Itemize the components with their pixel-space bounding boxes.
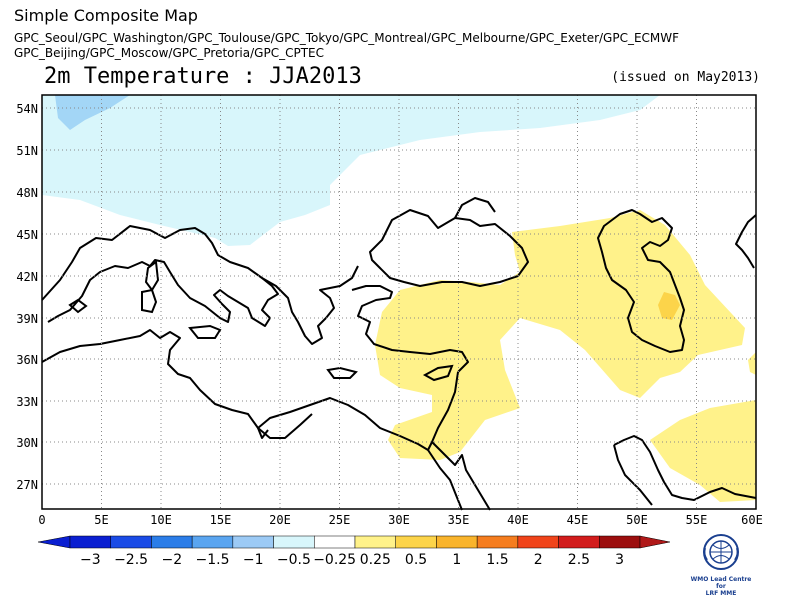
colorbar-label: −0.25 bbox=[313, 552, 357, 568]
map-main-title: Simple Composite Map bbox=[14, 6, 198, 25]
issued-date: (issued on May2013) bbox=[611, 70, 760, 85]
colorbar-label: 3 bbox=[615, 552, 625, 568]
coastlines bbox=[41, 197, 757, 511]
lon-label-30e: 30E bbox=[388, 513, 410, 527]
lat-label-33n: 33N bbox=[16, 395, 38, 409]
colorbar-label: −0.5 bbox=[276, 552, 311, 568]
colorbar-swatch bbox=[232, 535, 274, 549]
colorbar-label: 0.5 bbox=[404, 552, 428, 568]
variable-title: 2m Temperature : JJA2013 bbox=[44, 64, 362, 89]
colorbar-swatch bbox=[273, 535, 315, 549]
colorbar-swatch bbox=[110, 535, 152, 549]
colorbar-label: −2 bbox=[161, 552, 183, 568]
model-list-line-2: GPC_Beijing/GPC_Moscow/GPC_Pretoria/GPC_… bbox=[14, 46, 324, 60]
lon-label-50e: 50E bbox=[626, 513, 648, 527]
anomaly-region-light-blue bbox=[42, 95, 660, 246]
anomaly-region-yellow-edge bbox=[748, 352, 756, 375]
map-frame bbox=[41, 94, 757, 510]
colorbar-swatch bbox=[558, 535, 600, 549]
colorbar-low-arrow bbox=[37, 535, 71, 549]
lat-label-27n: 27N bbox=[16, 478, 38, 492]
anomaly-region-yellow-south bbox=[650, 400, 756, 502]
colorbar-swatch bbox=[436, 535, 478, 549]
colorbar-swatch bbox=[599, 535, 641, 549]
lat-label-42n: 42N bbox=[16, 270, 38, 284]
colorbar-label: 2 bbox=[533, 552, 543, 568]
colorbar-swatch bbox=[69, 535, 111, 549]
islands bbox=[68, 260, 454, 382]
colorbar-swatch bbox=[395, 535, 437, 549]
map-grid bbox=[42, 95, 756, 509]
lon-label-0: 0 bbox=[38, 513, 46, 527]
model-list-line-1: GPC_Seoul/GPC_Washington/GPC_Toulouse/GP… bbox=[14, 31, 680, 45]
wmo-text-line-1: WMO Lead Centre for bbox=[690, 576, 752, 590]
lon-label-35e: 35E bbox=[447, 513, 470, 527]
wmo-text-line-2: LRF MME bbox=[705, 590, 737, 597]
lat-label-48n: 48N bbox=[16, 186, 38, 200]
colorbar-high-arrow bbox=[639, 535, 671, 549]
colorbar-swatch bbox=[314, 535, 356, 549]
colorbar-swatch bbox=[191, 535, 234, 549]
anomaly-region-mid-blue bbox=[55, 95, 130, 130]
colorbar-label: −3 bbox=[80, 552, 101, 568]
lon-label-25e: 25E bbox=[328, 513, 351, 527]
lon-label-10e: 10E bbox=[150, 513, 172, 527]
colorbar-label: −1 bbox=[242, 552, 264, 568]
lat-label-30n: 30N bbox=[16, 436, 38, 450]
lat-label-45n: 45N bbox=[16, 228, 38, 242]
lon-label-15e: 15E bbox=[209, 513, 232, 527]
colorbar-label: 0.25 bbox=[359, 552, 391, 568]
lat-label-51n: 51N bbox=[16, 144, 38, 158]
colorbar-swatch bbox=[151, 535, 193, 549]
colorbar-label: −2.5 bbox=[114, 552, 149, 568]
colorbar-swatch bbox=[476, 535, 519, 549]
colorbar-label: 2.5 bbox=[567, 552, 591, 568]
colorbar bbox=[37, 535, 671, 549]
lon-label-5e: 5E bbox=[94, 513, 109, 527]
colorbar-label: −1.5 bbox=[195, 552, 230, 568]
colorbar-label: 1.5 bbox=[486, 552, 509, 568]
wmo-emblem-icon bbox=[703, 534, 739, 570]
anomaly-region-orange bbox=[658, 292, 680, 320]
anomaly-region-light-blue-2 bbox=[42, 155, 195, 195]
colorbar-swatch bbox=[354, 535, 396, 549]
lon-label-55e: 55E bbox=[685, 513, 708, 527]
lon-label-60e: 60E bbox=[741, 513, 763, 527]
wmo-logo: WMO Lead Centre for LRF MME bbox=[688, 532, 754, 597]
lat-label-54n: 54N bbox=[16, 102, 38, 116]
colorbar-swatch bbox=[517, 535, 559, 549]
colorbar-label: 1 bbox=[452, 552, 462, 568]
lat-label-39n: 39N bbox=[16, 312, 38, 326]
lon-label-20e: 20E bbox=[269, 513, 291, 527]
lon-label-45e: 45E bbox=[566, 513, 589, 527]
anomaly-region-yellow-east bbox=[375, 210, 745, 460]
lat-label-36n: 36N bbox=[16, 353, 38, 367]
lon-label-40e: 40E bbox=[507, 513, 529, 527]
